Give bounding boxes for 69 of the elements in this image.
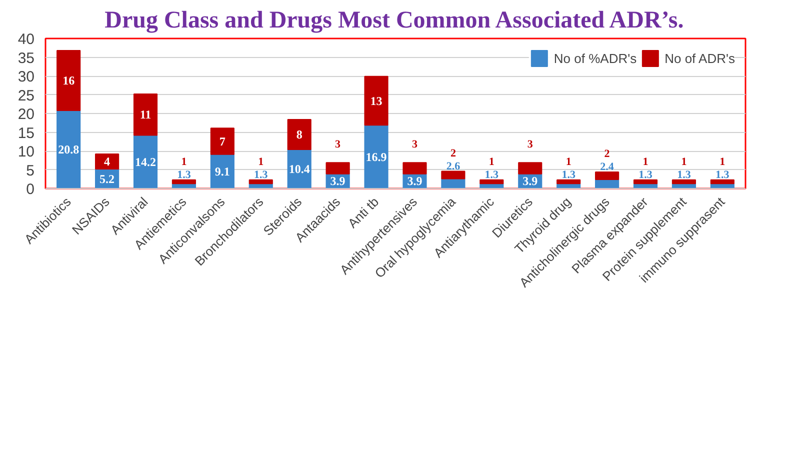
data-label: 1.3	[254, 168, 268, 181]
bar	[56, 110, 81, 188]
data-label: 16.9	[366, 150, 387, 164]
y-tick-label: 5	[26, 162, 34, 180]
data-label: 1.3	[638, 168, 653, 181]
data-label: 3	[527, 138, 534, 151]
legend-label: No of ADR's	[664, 50, 735, 66]
data-label: 1.3	[716, 168, 730, 181]
data-label: 1	[566, 156, 572, 168]
data-label: 1.3	[562, 168, 576, 181]
data-label: 1	[681, 156, 687, 168]
data-label: 3.9	[407, 174, 422, 188]
data-label: 2	[450, 147, 456, 160]
data-label: 13	[370, 94, 382, 108]
bar	[402, 162, 427, 174]
bar	[287, 119, 312, 150]
y-tick-label: 0	[26, 181, 34, 198]
data-label: 1.3	[484, 168, 500, 181]
bar	[364, 76, 388, 126]
bar	[441, 170, 466, 180]
bar	[248, 179, 273, 184]
bar	[172, 179, 196, 184]
data-label: 20.8	[58, 142, 80, 156]
bar	[518, 162, 542, 174]
y-tick-label: 20	[18, 106, 35, 123]
data-label: 1.3	[177, 168, 192, 181]
bar	[133, 94, 158, 136]
bar	[595, 172, 620, 180]
data-label: 4	[104, 154, 110, 168]
data-label: 1.3	[677, 168, 692, 181]
data-label: 1	[720, 156, 726, 168]
y-tick-label: 10	[18, 144, 35, 160]
y-tick-label: 15	[18, 124, 35, 142]
data-label: 10.4	[288, 162, 310, 176]
bar	[326, 162, 350, 174]
data-label: 1	[258, 156, 264, 168]
legend-label: No of %ADR's	[554, 50, 637, 66]
bar	[710, 179, 734, 184]
bar	[633, 179, 658, 184]
data-label: 11	[140, 108, 152, 122]
data-label: 3.9	[330, 174, 346, 188]
data-label: 14.2	[135, 154, 156, 169]
data-label: 2.6	[446, 160, 461, 172]
bar	[210, 128, 234, 155]
data-label: 2.4	[600, 161, 614, 173]
chart-title: Drug Class and Drugs Most Common Associated ADR’s.	[104, 8, 684, 34]
data-label: 3.9	[522, 174, 538, 188]
bar	[133, 134, 158, 188]
data-label: 3	[412, 138, 418, 151]
data-label: 8	[296, 128, 302, 142]
bar	[672, 179, 696, 184]
data-label: 7	[219, 134, 226, 148]
data-label: 9.1	[214, 164, 230, 178]
y-tick-label: 35	[18, 50, 35, 67]
bar	[364, 124, 388, 188]
data-label: 5.2	[100, 172, 115, 186]
y-tick-label: 30	[18, 68, 35, 86]
y-tick-label: 25	[18, 87, 35, 104]
bar	[56, 50, 81, 111]
bar	[95, 154, 120, 170]
y-tick-label: 40	[18, 31, 35, 48]
data-label: 2	[604, 148, 610, 160]
data-label: 1	[488, 156, 494, 168]
data-label: 3	[335, 138, 342, 151]
data-label: 1	[642, 156, 648, 168]
bar	[480, 179, 504, 184]
bar	[556, 179, 581, 184]
data-label: 16	[62, 74, 75, 88]
data-label: 1	[181, 156, 187, 168]
